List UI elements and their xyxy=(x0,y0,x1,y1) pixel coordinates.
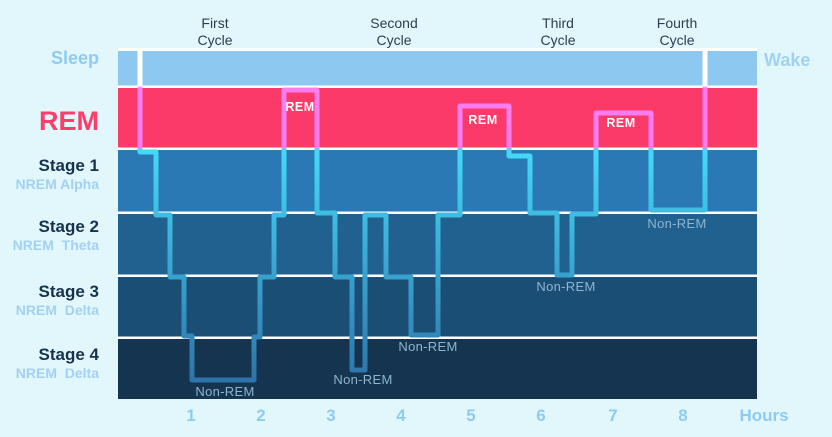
stage3-axis-label: Stage 3 NREM Delta xyxy=(0,282,99,320)
stage1-axis-label: Stage 1 NREM Alpha xyxy=(0,156,99,194)
hypnogram-trace xyxy=(137,50,708,383)
band-stage1 xyxy=(118,150,757,212)
cycle-label-2: Second Cycle xyxy=(370,15,417,48)
stage2-axis-label: Stage 2 NREM Theta xyxy=(0,217,99,255)
wake-axis-label: Wake xyxy=(764,50,811,70)
non-rem-label-5: Non-REM xyxy=(647,216,706,231)
stage4-axis-label: Stage 4 NREM Delta xyxy=(0,345,99,383)
non-rem-label-1: Non-REM xyxy=(195,384,254,399)
cycle-label-3: Third Cycle xyxy=(540,15,575,48)
rem-episode-label-1: REM xyxy=(285,100,314,114)
stage2-title: Stage 2 xyxy=(38,217,99,236)
x-tick-4: 4 xyxy=(396,406,406,425)
band-sleep xyxy=(118,51,757,86)
non-rem-label-4: Non-REM xyxy=(536,279,595,294)
stage3-title: Stage 3 xyxy=(38,282,99,301)
sleep-axis-label: Sleep xyxy=(50,48,99,68)
x-tick-1: 1 xyxy=(186,406,195,425)
x-tick-7: 7 xyxy=(608,406,617,425)
stage1-subtitle: NREM Alpha xyxy=(15,176,99,192)
rem-episode-label-2: REM xyxy=(468,113,497,127)
non-rem-label-2: Non-REM xyxy=(333,372,392,387)
non-rem-label-3: Non-REM xyxy=(398,339,457,354)
rem-axis-label: REM xyxy=(39,106,99,136)
x-tick-5: 5 xyxy=(466,406,475,425)
stage2-subtitle: NREM Theta xyxy=(12,237,99,253)
band-stage4 xyxy=(118,339,757,399)
stage4-title: Stage 4 xyxy=(38,345,99,364)
x-tick-3: 3 xyxy=(326,406,335,425)
band-rem xyxy=(118,88,757,148)
stage1-title: Stage 1 xyxy=(38,156,99,175)
x-axis-hours-label: Hours xyxy=(739,406,788,425)
stage4-subtitle: NREM Delta xyxy=(15,365,99,381)
cycle-label-4: Fourth Cycle xyxy=(657,15,697,48)
cycle-label-1: First Cycle xyxy=(197,15,232,48)
x-tick-8: 8 xyxy=(678,406,687,425)
stage3-subtitle: NREM Delta xyxy=(15,302,99,318)
x-tick-2: 2 xyxy=(256,406,265,425)
rem-episode-label-3: REM xyxy=(606,116,635,130)
x-tick-6: 6 xyxy=(536,406,545,425)
